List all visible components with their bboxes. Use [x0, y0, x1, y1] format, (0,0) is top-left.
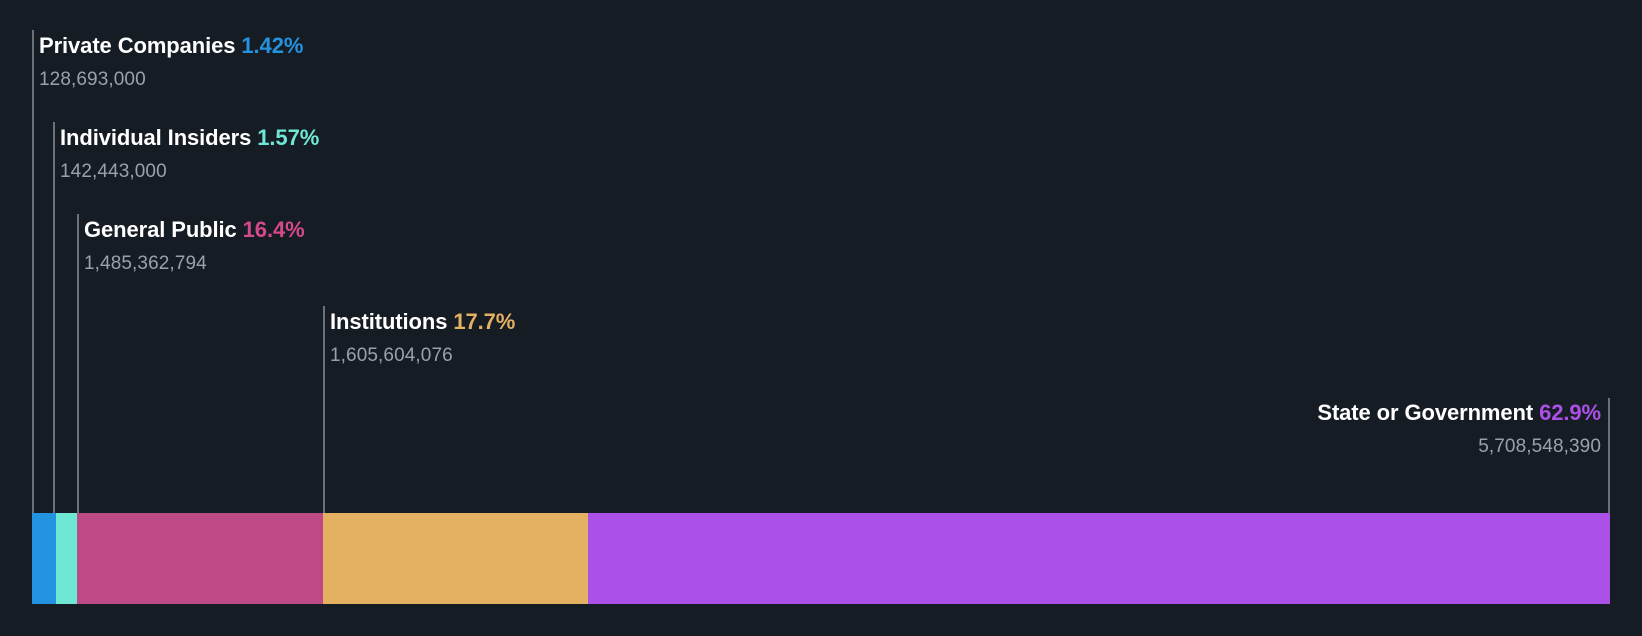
callout-institutions[interactable]: Institutions 17.7% 1,605,604,076	[330, 311, 515, 366]
segment-label: Private Companies	[39, 33, 236, 58]
segment-label: Institutions	[330, 309, 448, 334]
callout-title-row: Private Companies 1.42%	[39, 35, 303, 57]
bar-segment-state-or-government[interactable]	[587, 513, 1610, 604]
leader-line-private-companies	[32, 30, 34, 513]
callout-general-public[interactable]: General Public 16.4% 1,485,362,794	[84, 219, 305, 274]
bar-segment-general-public[interactable]	[76, 513, 323, 604]
segment-percent: 62.9%	[1539, 400, 1601, 425]
segment-shares: 128,693,000	[39, 69, 146, 90]
segment-shares: 1,605,604,076	[330, 345, 453, 366]
segment-percent: 17.7%	[453, 309, 516, 334]
stacked-ownership-bar	[32, 513, 1610, 604]
segment-label: General Public	[84, 217, 237, 242]
segment-percent: 1.57%	[257, 125, 320, 150]
leader-line-institutions	[323, 306, 325, 513]
callout-individual-insiders[interactable]: Individual Insiders 1.57% 142,443,000	[60, 127, 319, 182]
bar-segment-individual-insiders[interactable]	[55, 513, 77, 604]
leader-line-state-or-government	[1608, 398, 1610, 513]
callout-title-row: General Public 16.4%	[84, 219, 305, 241]
bar-segment-private-companies[interactable]	[32, 513, 56, 604]
callout-title-row: Individual Insiders 1.57%	[60, 127, 319, 149]
segment-percent: 16.4%	[242, 217, 305, 242]
leader-line-general-public	[77, 214, 79, 513]
segment-shares: 5,708,548,390	[1478, 436, 1601, 457]
leader-line-individual-insiders	[53, 122, 55, 513]
segment-label: State or Government	[1317, 400, 1534, 425]
segment-shares: 142,443,000	[60, 161, 167, 182]
callout-state-or-government[interactable]: State or Government 62.9% 5,708,548,390	[1028, 402, 1601, 457]
segment-percent: 1.42%	[241, 33, 304, 58]
bar-segment-institutions[interactable]	[322, 513, 588, 604]
callout-title-row: State or Government 62.9%	[1028, 402, 1601, 424]
segment-shares: 1,485,362,794	[84, 253, 207, 274]
segment-label: Individual Insiders	[60, 125, 252, 150]
callout-private-companies[interactable]: Private Companies 1.42% 128,693,000	[39, 35, 303, 90]
callout-title-row: Institutions 17.7%	[330, 311, 515, 333]
